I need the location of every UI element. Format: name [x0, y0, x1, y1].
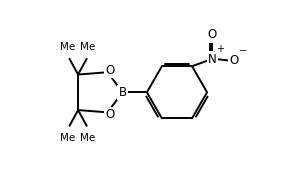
- Text: N: N: [208, 53, 217, 66]
- Text: Me: Me: [60, 133, 76, 143]
- Text: Me: Me: [80, 42, 96, 52]
- Text: Me: Me: [80, 133, 96, 143]
- Text: O: O: [207, 29, 217, 42]
- Text: Me: Me: [60, 42, 76, 52]
- Text: +: +: [216, 44, 224, 54]
- Text: O: O: [230, 54, 239, 67]
- Text: −: −: [239, 46, 247, 56]
- Text: B: B: [118, 86, 126, 99]
- Text: O: O: [105, 108, 115, 121]
- Text: O: O: [105, 64, 115, 77]
